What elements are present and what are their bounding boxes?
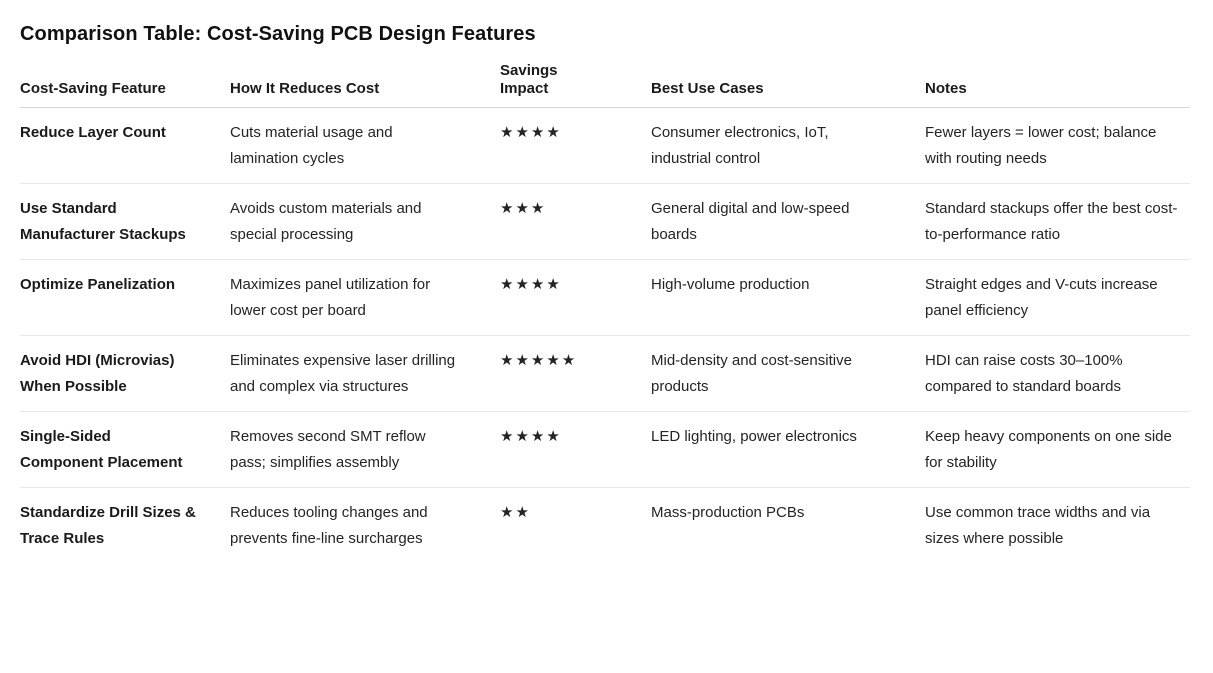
feature-cell: Use Standard Manufacturer Stackups: [20, 183, 230, 260]
feature-cell: Avoid HDI (Microvias) When Possible: [20, 335, 230, 412]
feature-cell: Standardize Drill Sizes & Trace Rules: [20, 504, 196, 547]
star-rating: ★★: [500, 504, 531, 521]
column-header-label: Cost-Saving Feature: [20, 80, 166, 97]
use-cases-cell: LED lighting, power electronics: [651, 411, 925, 488]
notes-cell: Fewer layers = lower cost; balance with …: [925, 107, 1190, 184]
notes-cell: Use common trace widths and via sizes wh…: [925, 504, 1151, 547]
column-header-how: How It Reduces Cost: [230, 62, 500, 108]
column-header-use-cases: Best Use Cases: [651, 62, 925, 108]
use-cases-cell: High-volume production: [651, 259, 925, 336]
use-cases-cell: Consumer electronics, IoT, industrial co…: [651, 107, 925, 184]
table-row: Single-Sided Component Placement Removes…: [20, 411, 1190, 488]
feature-cell: Reduce Layer Count: [20, 107, 230, 184]
column-header-impact: Savings Impact: [500, 62, 651, 108]
table-row: Standardize Drill Sizes & Trace Rules Re…: [20, 488, 1190, 564]
how-cell: Cuts material usage and lamination cycle…: [230, 107, 500, 184]
table-row: Use Standard Manufacturer Stackups Avoid…: [20, 183, 1190, 260]
column-header-label: How It Reduces Cost: [230, 80, 380, 97]
table-header: Cost-Saving Feature How It Reduces Cost …: [20, 62, 1190, 108]
column-header-feature: Cost-Saving Feature: [20, 62, 230, 108]
how-cell: Avoids custom materials and special proc…: [230, 183, 500, 260]
notes-cell: Keep heavy components on one side for st…: [925, 411, 1190, 488]
notes-cell: Standard stackups offer the best cost-to…: [925, 183, 1190, 260]
column-header-label: Best Use Cases: [651, 80, 764, 97]
column-header-label: Notes: [925, 80, 967, 97]
comparison-table: Cost-Saving Feature How It Reduces Cost …: [20, 62, 1190, 563]
star-rating: ★★★★: [500, 411, 651, 488]
notes-cell: HDI can raise costs 30–100% compared to …: [925, 335, 1190, 412]
star-rating: ★★★★★: [500, 335, 651, 412]
column-header-notes: Notes: [925, 62, 1190, 108]
how-cell: Reduces tooling changes and prevents fin…: [230, 504, 428, 547]
column-header-label: Savings Impact: [500, 62, 558, 97]
feature-cell: Single-Sided Component Placement: [20, 411, 230, 488]
table-row: Avoid HDI (Microvias) When Possible Elim…: [20, 335, 1190, 412]
use-cases-cell: General digital and low-speed boards: [651, 183, 925, 260]
document-page: Comparison Table: Cost-Saving PCB Design…: [20, 23, 1190, 563]
star-rating: ★★★: [500, 183, 651, 260]
how-cell: Maximizes panel utilization for lower co…: [230, 259, 500, 336]
use-cases-cell: Mass-production PCBs: [651, 504, 805, 521]
how-cell: Eliminates expensive laser drilling and …: [230, 335, 500, 412]
table-row: Optimize Panelization Maximizes panel ut…: [20, 259, 1190, 336]
page-title: Comparison Table: Cost-Saving PCB Design…: [20, 23, 536, 45]
use-cases-cell: Mid-density and cost-sensitive products: [651, 335, 925, 412]
star-rating: ★★★★: [500, 107, 651, 184]
notes-cell: Straight edges and V-cuts increase panel…: [925, 259, 1190, 336]
feature-cell: Optimize Panelization: [20, 259, 230, 336]
header-row: Cost-Saving Feature How It Reduces Cost …: [20, 62, 1190, 108]
table-body: Reduce Layer Count Cuts material usage a…: [20, 107, 1190, 564]
how-cell: Removes second SMT reflow pass; simplifi…: [230, 411, 500, 488]
table-row: Reduce Layer Count Cuts material usage a…: [20, 107, 1190, 184]
star-rating: ★★★★: [500, 259, 651, 336]
